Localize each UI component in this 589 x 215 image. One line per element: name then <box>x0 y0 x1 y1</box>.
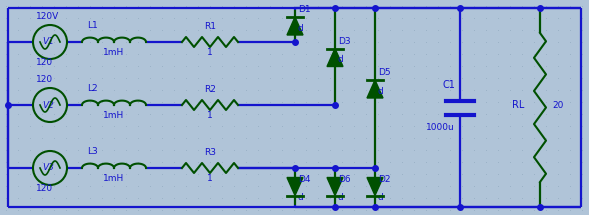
Text: RL: RL <box>512 100 524 109</box>
Text: 1: 1 <box>207 174 213 183</box>
Polygon shape <box>367 80 383 98</box>
Polygon shape <box>367 178 383 195</box>
Text: 120: 120 <box>36 58 53 67</box>
Text: L2: L2 <box>87 84 98 93</box>
Text: D4: D4 <box>298 175 310 183</box>
Polygon shape <box>287 178 303 195</box>
Text: R1: R1 <box>204 22 216 31</box>
Text: D6: D6 <box>338 175 350 183</box>
Text: C1: C1 <box>442 80 455 89</box>
Text: D5: D5 <box>378 68 391 77</box>
Text: 1mH: 1mH <box>104 174 125 183</box>
Text: D3: D3 <box>338 37 350 46</box>
Text: 1: 1 <box>207 48 213 57</box>
Text: 1: 1 <box>207 111 213 120</box>
Text: d: d <box>378 194 384 203</box>
Text: L1: L1 <box>87 21 98 30</box>
Text: R2: R2 <box>204 85 216 94</box>
Text: d: d <box>298 194 304 203</box>
Polygon shape <box>327 178 343 195</box>
Text: d: d <box>378 87 384 96</box>
Text: 20: 20 <box>552 100 563 109</box>
Text: R3: R3 <box>204 148 216 157</box>
Text: V1: V1 <box>42 37 54 46</box>
Text: V2: V2 <box>42 100 54 109</box>
Text: 120: 120 <box>36 184 53 193</box>
Polygon shape <box>327 49 343 66</box>
Text: d: d <box>338 194 344 203</box>
Text: D2: D2 <box>378 175 391 183</box>
Text: d: d <box>338 55 344 64</box>
Text: L3: L3 <box>87 147 98 156</box>
Text: 120V: 120V <box>36 12 59 21</box>
Text: d: d <box>298 24 304 33</box>
Polygon shape <box>287 17 303 35</box>
Text: V3: V3 <box>42 163 54 172</box>
Text: 120: 120 <box>36 75 53 84</box>
Text: 1mH: 1mH <box>104 111 125 120</box>
Text: D1: D1 <box>298 5 310 14</box>
Text: 1mH: 1mH <box>104 48 125 57</box>
Text: 1000u: 1000u <box>426 123 455 132</box>
